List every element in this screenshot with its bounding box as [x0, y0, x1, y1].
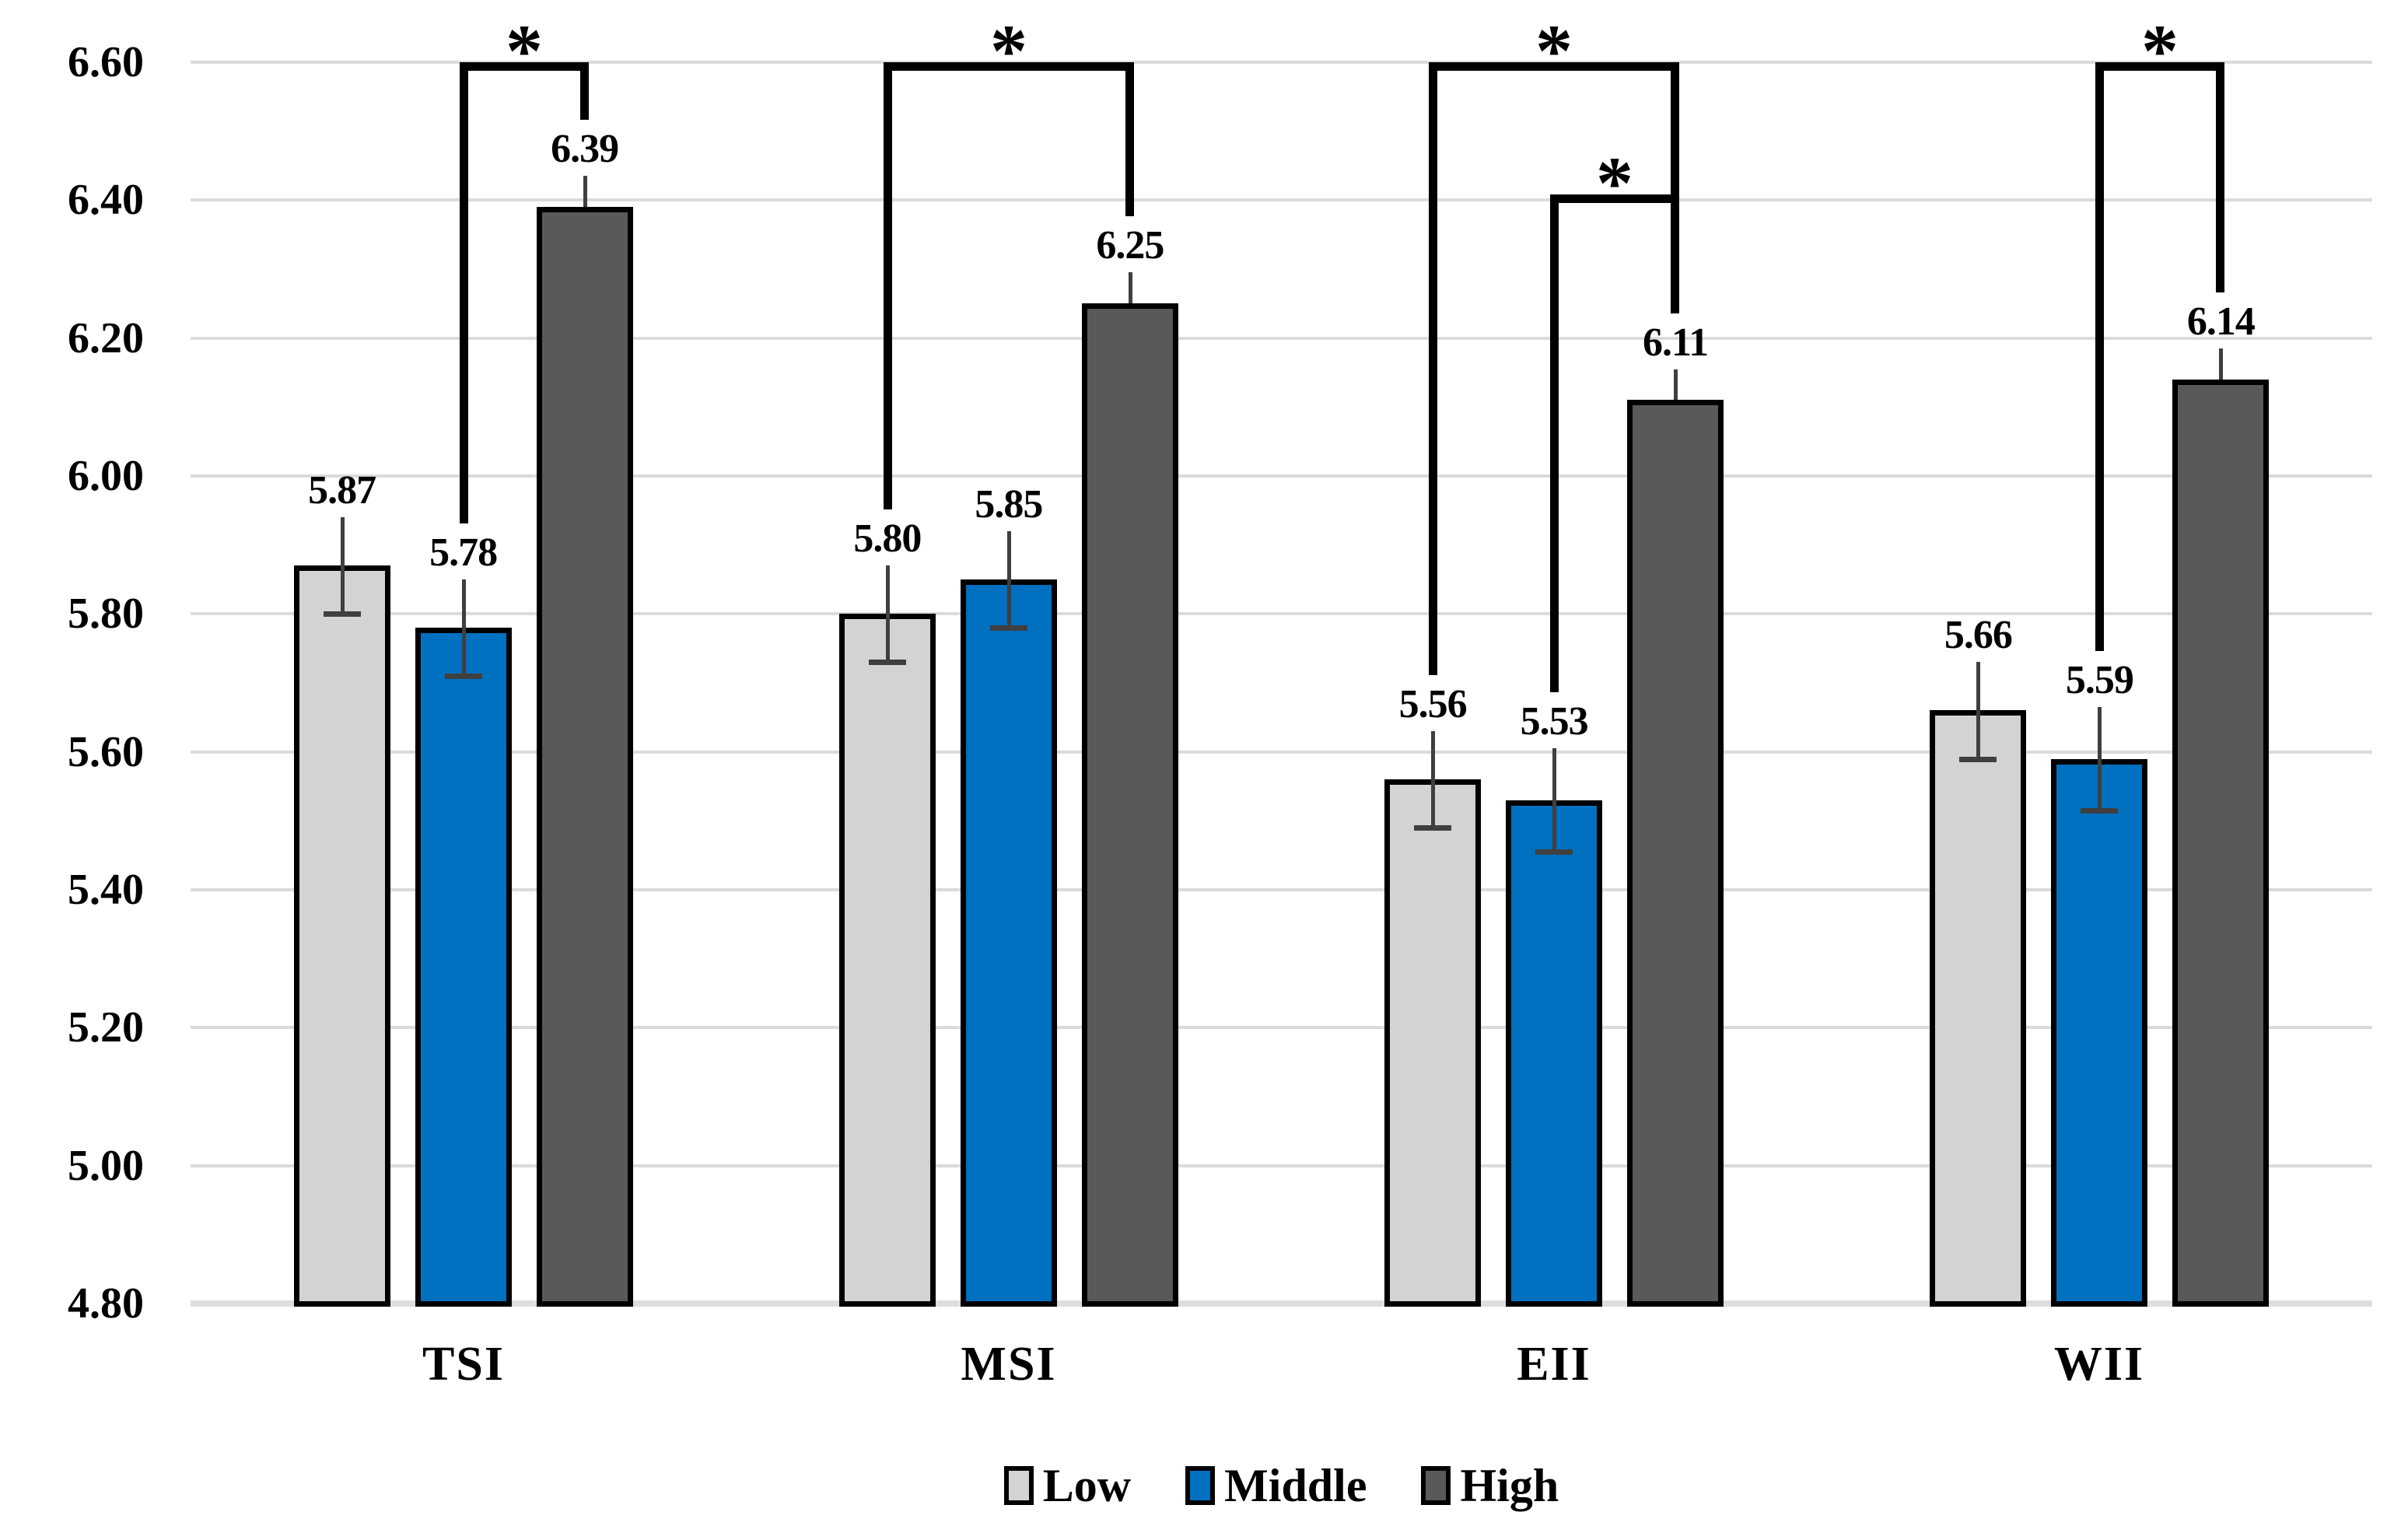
category-label-eii: EII: [1517, 1338, 1591, 1391]
error-bar: [1552, 748, 1557, 852]
significance-bracket-eii-middle-high-right-leg: [1671, 194, 1679, 313]
error-bar: [1006, 531, 1011, 628]
gridline: [191, 612, 2372, 615]
significance-bracket-eii-middle-high-top: [1550, 194, 1679, 203]
y-axis-tick-label: 5.60: [68, 728, 144, 776]
bar-tsi-middle: [415, 628, 512, 1307]
bar-tsi-low: [293, 565, 390, 1307]
bar-data-label: 5.66: [1944, 613, 2013, 657]
legend-swatch-high: [1421, 1466, 1451, 1505]
legend-item-high: High: [1421, 1462, 1559, 1509]
error-bar: [1674, 369, 1678, 400]
bar-tsi-high: [536, 207, 633, 1307]
bar-msi-middle: [960, 579, 1057, 1307]
legend-item-low: Low: [1003, 1460, 1132, 1511]
significance-bracket-msi-low-high-right-leg: [1125, 62, 1134, 216]
error-bar-cap: [1959, 757, 1997, 762]
error-bar-cap: [1535, 849, 1573, 855]
gridline: [191, 474, 2372, 478]
gridline: [191, 61, 2372, 64]
significance-bracket-eii-low-high-right-leg: [1671, 62, 1679, 203]
legend-swatch-middle: [1185, 1466, 1216, 1505]
significance-bracket-tsi-middle-high-top: [460, 62, 589, 71]
error-bar-cap: [323, 611, 361, 617]
significance-bracket-eii-middle-high-left-leg: [1550, 194, 1559, 692]
bar-wii-high: [2172, 380, 2270, 1307]
gridline: [191, 888, 2372, 891]
significance-asterisk: *: [990, 9, 1027, 93]
error-bar: [2098, 707, 2102, 810]
bar-data-label: 6.25: [1096, 223, 1164, 268]
error-bar-cap: [2081, 808, 2119, 814]
legend-item-middle: Middle: [1185, 1462, 1367, 1509]
bar-data-label: 5.78: [429, 530, 498, 575]
bar-data-label: 6.39: [551, 127, 619, 171]
significance-bracket-tsi-middle-high-right-leg: [580, 62, 589, 120]
category-label-wii: WII: [2053, 1338, 2145, 1391]
legend-swatch-low: [1003, 1466, 1034, 1505]
bar-eii-low: [1384, 779, 1482, 1307]
bar-data-label: 5.85: [975, 482, 1043, 527]
gridline: [191, 751, 2372, 754]
y-axis-tick-label: 5.40: [68, 866, 144, 914]
error-bar-cap: [868, 660, 906, 665]
y-axis-tick-label: 6.00: [68, 452, 144, 500]
gridline: [191, 1026, 2372, 1029]
y-axis-tick-label: 5.20: [68, 1003, 144, 1052]
significance-bracket-msi-low-high-top: [884, 62, 1134, 71]
y-axis-tick-label: 5.80: [68, 590, 144, 638]
x-axis-line: [191, 1300, 2372, 1307]
error-bar: [1128, 272, 1132, 303]
y-axis-tick-label: 6.60: [68, 38, 144, 86]
error-bar-cap: [444, 674, 482, 679]
category-label-tsi: TSI: [422, 1338, 505, 1391]
error-bar-cap: [989, 625, 1027, 631]
error-bar: [461, 579, 466, 676]
significance-bracket-eii-low-high-top: [1429, 62, 1679, 71]
significance-asterisk: *: [2141, 9, 2179, 93]
y-axis-tick-label: 6.40: [68, 176, 144, 224]
significance-bracket-wii-middle-high-left-leg: [2095, 62, 2104, 651]
y-axis-tick-label: 6.20: [68, 314, 144, 362]
significance-bracket-wii-middle-high-right-leg: [2216, 62, 2224, 292]
error-bar: [583, 176, 587, 207]
bar-data-label: 5.59: [2065, 658, 2134, 702]
bar-data-label: 6.11: [1643, 320, 1709, 365]
significance-bracket-wii-middle-high-top: [2095, 62, 2224, 71]
significance-bracket-eii-low-high-left-leg: [1429, 62, 1437, 675]
bar-wii-low: [1930, 710, 2027, 1307]
bar-eii-middle: [1506, 800, 1603, 1307]
bar-data-label: 6.14: [2186, 299, 2256, 344]
significance-asterisk: *: [1596, 142, 1633, 225]
legend-label: Low: [1042, 1460, 1132, 1511]
bar-wii-middle: [2051, 759, 2148, 1307]
bar-data-label: 5.80: [853, 516, 922, 561]
legend: Low Middle High: [191, 1448, 2372, 1523]
significance-bracket-tsi-middle-high-left-leg: [460, 62, 468, 523]
y-axis-tick-label: 4.80: [68, 1279, 144, 1328]
gridline: [191, 337, 2372, 340]
error-bar: [1976, 662, 1981, 759]
error-bar: [340, 517, 345, 614]
bar-msi-high: [1081, 303, 1178, 1307]
y-axis-tick-label: 5.00: [68, 1142, 144, 1190]
gridline: [191, 198, 2372, 201]
bar-eii-high: [1627, 400, 1724, 1307]
bar-data-label: 5.56: [1398, 682, 1468, 726]
gridline: [191, 1164, 2372, 1167]
significance-asterisk: *: [1535, 9, 1573, 93]
category-label-msi: MSI: [961, 1338, 1057, 1391]
bar-msi-low: [838, 614, 936, 1307]
error-bar: [2219, 348, 2224, 380]
bar-data-label: 5.53: [1520, 699, 1589, 744]
significance-bracket-msi-low-high-left-leg: [884, 62, 892, 509]
legend-label: High: [1460, 1460, 1559, 1511]
error-bar: [885, 565, 890, 662]
error-bar: [1431, 731, 1436, 828]
significance-asterisk: *: [506, 9, 543, 93]
bar-data-label: 5.87: [308, 468, 376, 513]
legend-label: Middle: [1224, 1460, 1367, 1511]
error-bar-cap: [1414, 825, 1452, 831]
